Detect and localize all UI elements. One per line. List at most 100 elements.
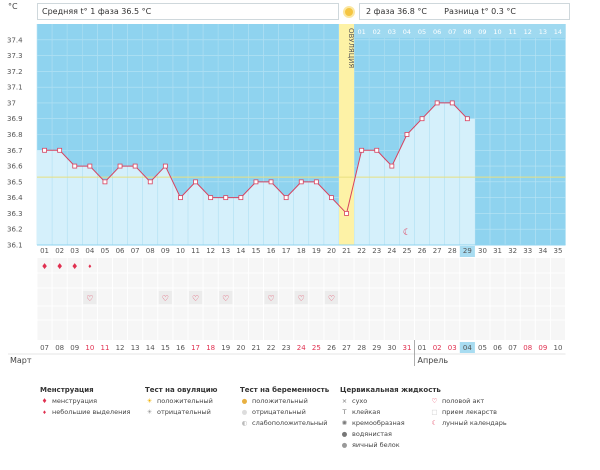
y-tick-label: 36.9 <box>7 115 23 123</box>
heart-icon: ♡ <box>86 294 93 303</box>
ovulation-band <box>339 24 355 245</box>
temperature-point <box>389 163 395 169</box>
cycle-day-label: 10 <box>176 247 185 255</box>
preg-weak-icon: ◐ <box>241 419 248 427</box>
cycle-day-label: 15 <box>251 247 260 255</box>
drop-icon: ♦ <box>41 397 48 405</box>
heart-cell <box>158 291 172 304</box>
temperature-point <box>344 211 349 216</box>
temperature-point <box>253 179 259 185</box>
legend-spotting: ♦ небольшие выделения <box>40 408 130 416</box>
cycle-day-label: 07 <box>131 247 140 255</box>
calendar-date: 18 <box>206 344 215 352</box>
phase2-day-row <box>354 24 566 38</box>
drop-icon: ♦ <box>56 262 63 271</box>
heart-icon: ♡ <box>162 294 169 303</box>
cycle-day-label: 11 <box>191 247 200 255</box>
temperature-point <box>419 116 425 122</box>
calendar-date: 29 <box>372 344 381 352</box>
cycle-day-label: 08 <box>146 247 155 255</box>
y-unit-label: °C <box>8 2 18 11</box>
calendar-date: 21 <box>251 344 260 352</box>
calendar-date: 23 <box>282 344 291 352</box>
cycle-day-label: 31 <box>493 247 502 255</box>
small-drop-icon: ♦ <box>42 410 47 416</box>
legend-ovtest-negative: ☀ отрицательный <box>146 408 211 416</box>
legend-fluid-creamy: ✺ кремообразная <box>341 419 405 427</box>
temperature-point <box>404 132 410 137</box>
calendar-date: 08 <box>523 344 532 352</box>
calendar-date: 20 <box>236 344 245 352</box>
legend-preg-negative: ● отрицательный <box>241 408 306 416</box>
calendar-date: 31 <box>402 344 411 352</box>
y-tick-label: 36.2 <box>7 226 23 234</box>
y-tick-label: 37.2 <box>7 68 23 76</box>
temperature-point <box>102 179 108 185</box>
phase1-value: 36.5 °C <box>121 7 152 16</box>
y-tick-label: 37.1 <box>7 84 23 92</box>
legend-lunar: ☾ лунный календарь <box>431 419 507 427</box>
legend-fluid-dry: × сухо <box>341 397 368 405</box>
sun-positive-icon: ☀ <box>146 397 153 405</box>
cycle-day-label: 05 <box>100 247 109 255</box>
phase2-day-label: 13 <box>539 28 547 36</box>
moon-icon: ☾ <box>403 228 411 238</box>
phase2-day-label: 14 <box>554 28 562 36</box>
calendar-date: 22 <box>267 344 276 352</box>
month-march: Март <box>10 356 32 365</box>
phase2-day-label: 04 <box>403 28 411 36</box>
phase2-day-label: 06 <box>433 28 441 36</box>
temperature-point <box>132 163 138 169</box>
sun-negative-icon: ☀ <box>146 408 153 416</box>
y-tick-label: 36.3 <box>7 210 23 218</box>
ovulation-label: ОВУЛЯЦИЯ <box>347 28 355 68</box>
cycle-day-label: 26 <box>418 247 427 255</box>
phase2-day-label: 10 <box>493 28 501 36</box>
temperature-point <box>329 195 334 201</box>
legend-menstruation: ♦ менструация <box>41 397 98 405</box>
temperature-point <box>57 147 63 153</box>
temperature-point <box>162 163 168 169</box>
calendar-date: 16 <box>176 344 185 352</box>
y-tick-label: 37 <box>7 99 16 107</box>
month-april: Апрель <box>418 356 449 365</box>
phase2-day-label: 08 <box>463 28 471 36</box>
phase2-day-label: 07 <box>448 28 456 36</box>
legend-menstruation-title: Менструация <box>40 386 94 394</box>
temperature-point <box>72 163 78 169</box>
phase2-value: 36.8 °C <box>397 7 428 16</box>
calendar-date: 13 <box>131 344 140 352</box>
phase1-label: Средняя t° 1 фаза <box>42 7 119 16</box>
legend-meds: □ прием лекарств <box>431 408 497 416</box>
calendar-date: 19 <box>221 344 230 352</box>
temperature-point <box>178 195 183 201</box>
y-tick-label: 36.4 <box>7 194 23 202</box>
calendar-date: 07 <box>508 344 517 352</box>
temperature-point <box>283 195 289 201</box>
sun-icon <box>343 6 355 18</box>
cycle-day-label: 17 <box>282 247 291 255</box>
today-date-label: 04 <box>463 344 472 352</box>
calendar-date: 10 <box>85 344 94 352</box>
watery-icon: ● <box>341 430 348 438</box>
calendar-date: 07 <box>40 344 49 352</box>
legend: Менструация ♦ менструация ♦ небольшие выде… <box>0 380 600 470</box>
cycle-day-label: 27 <box>433 247 442 255</box>
calendar-date: 27 <box>342 344 351 352</box>
eggwhite-icon: ● <box>341 441 348 449</box>
calendar-date: 06 <box>493 344 502 352</box>
cycle-day-label: 32 <box>508 247 517 255</box>
calendar-date: 01 <box>418 344 427 352</box>
y-tick-label: 37.3 <box>7 52 23 60</box>
heart-icon: ♡ <box>222 294 229 303</box>
calendar-date: 08 <box>55 344 64 352</box>
phase2-day-label: 03 <box>388 28 396 36</box>
calendar-date: 09 <box>538 344 547 352</box>
legend-ovtest-title: Тест на овуляцию <box>145 386 218 394</box>
phase2-day-label: 05 <box>418 28 426 36</box>
heart-cell <box>189 291 203 304</box>
preg-negative-icon: ● <box>241 408 248 416</box>
heart-icon: ♡ <box>267 294 274 303</box>
